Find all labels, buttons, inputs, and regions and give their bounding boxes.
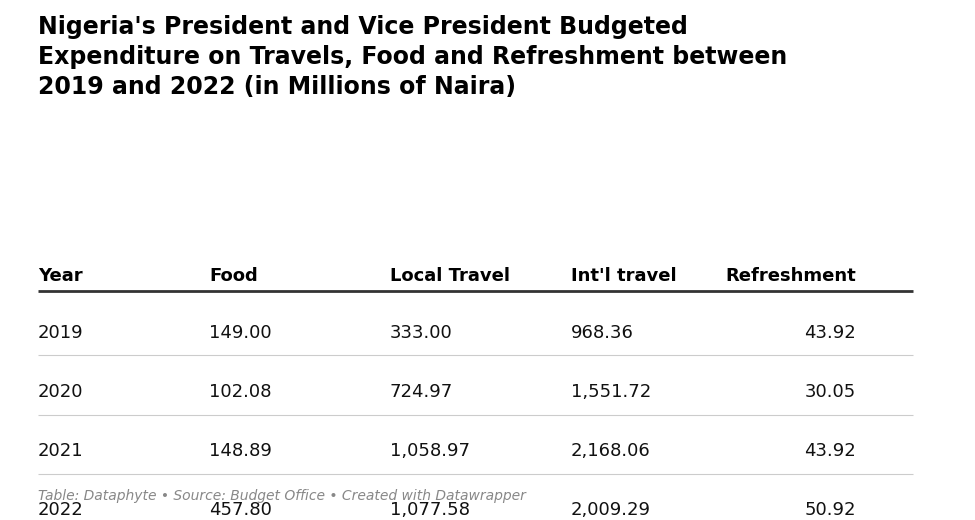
Text: 30.05: 30.05: [804, 383, 856, 401]
Text: 102.08: 102.08: [210, 383, 272, 401]
Text: 50.92: 50.92: [804, 501, 856, 519]
Text: Food: Food: [210, 267, 258, 285]
Text: 968.36: 968.36: [570, 324, 634, 342]
Text: 333.00: 333.00: [390, 324, 452, 342]
Text: 148.89: 148.89: [210, 442, 272, 460]
Text: 43.92: 43.92: [804, 324, 856, 342]
Text: 2021: 2021: [38, 442, 84, 460]
Text: 1,058.97: 1,058.97: [390, 442, 470, 460]
Text: Refreshment: Refreshment: [725, 267, 856, 285]
Text: Table: Dataphyte • Source: Budget Office • Created with Datawrapper: Table: Dataphyte • Source: Budget Office…: [38, 489, 526, 503]
Text: 457.80: 457.80: [210, 501, 272, 519]
Text: 43.92: 43.92: [804, 442, 856, 460]
Text: Year: Year: [38, 267, 83, 285]
Text: 149.00: 149.00: [210, 324, 272, 342]
Text: Int'l travel: Int'l travel: [570, 267, 677, 285]
Text: 1,077.58: 1,077.58: [390, 501, 470, 519]
Text: Nigeria's President and Vice President Budgeted
Expenditure on Travels, Food and: Nigeria's President and Vice President B…: [38, 16, 787, 99]
Text: Local Travel: Local Travel: [390, 267, 510, 285]
Text: 2,009.29: 2,009.29: [570, 501, 650, 519]
Text: 2020: 2020: [38, 383, 84, 401]
Text: 724.97: 724.97: [390, 383, 453, 401]
Text: 2,168.06: 2,168.06: [570, 442, 650, 460]
Text: 2019: 2019: [38, 324, 84, 342]
Text: 2022: 2022: [38, 501, 84, 519]
Text: 1,551.72: 1,551.72: [570, 383, 651, 401]
